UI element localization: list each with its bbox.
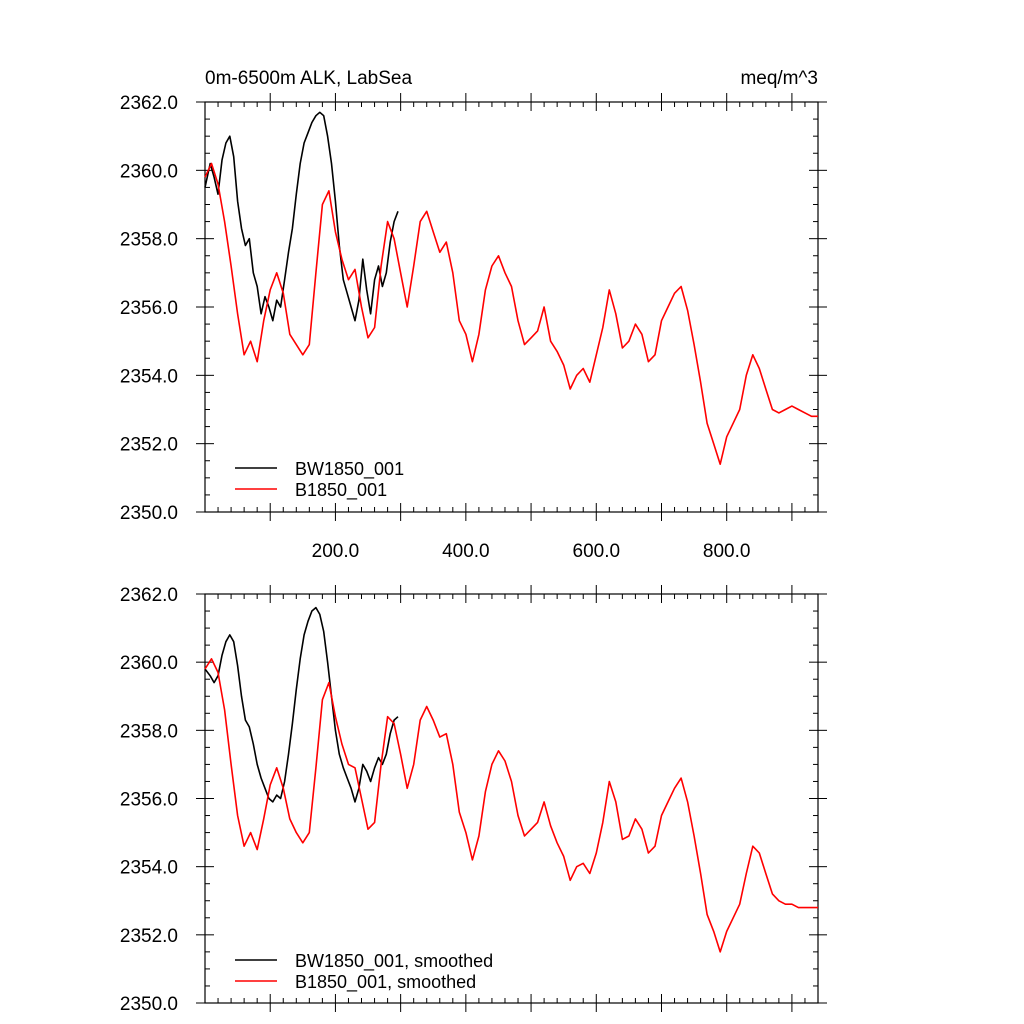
bottom-series-line-2 — [204, 658, 818, 953]
top-series-line-2 — [204, 162, 818, 465]
top-x-tick-label: 800.0 — [703, 541, 751, 562]
bottom-legend-label: BW1850_001, smoothed — [295, 951, 493, 972]
top-y-tick-label: 2360.0 — [120, 161, 178, 182]
units-label: meq/m^3 — [740, 68, 818, 89]
bottom-plot-frame — [204, 593, 819, 1004]
bottom-chart-panel: 2350.0 2352.0 2354.0 2356.0 2358.0 2360.0 2362… — [120, 585, 827, 1015]
top-legend-label: BW1850_001 — [295, 459, 404, 480]
top-y-tick-label: 2354.0 — [120, 366, 178, 387]
bottom-y-tick-label: 2360.0 — [120, 653, 178, 674]
top-x-tick-label: 200.0 — [312, 541, 360, 562]
bottom-y-tick-label: 2354.0 — [120, 858, 178, 879]
bottom-series-line-1 — [204, 606, 399, 803]
top-series-line-1 — [204, 111, 399, 322]
bottom-legend-label: B1850_001, smoothed — [295, 972, 476, 993]
top-x-tick-label: 400.0 — [442, 541, 490, 562]
bottom-y-tick-label: 2352.0 — [120, 926, 178, 947]
top-y-tick-label: 2350.0 — [120, 503, 178, 524]
bottom-y-tick-label: 2350.0 — [120, 994, 178, 1015]
figure-title: 0m-6500m ALK, LabSea — [205, 68, 412, 89]
top-y-tick-label: 2352.0 — [120, 435, 178, 456]
top-legend-label: B1850_001 — [295, 480, 387, 501]
top-y-tick-label: 2362.0 — [120, 93, 178, 114]
top-y-tick-label: 2356.0 — [120, 298, 178, 319]
top-x-tick-label: 600.0 — [573, 541, 621, 562]
bottom-y-tick-label: 2362.0 — [120, 585, 178, 606]
bottom-y-tick-label: 2356.0 — [120, 790, 178, 811]
top-plot-frame — [204, 101, 819, 513]
top-y-tick-label: 2358.0 — [120, 230, 178, 251]
top-chart-panel: 2350.0 2352.0 2354.0 2356.0 2358.0 2360.0 2362… — [120, 93, 827, 562]
bottom-y-tick-label: 2358.0 — [120, 721, 178, 742]
